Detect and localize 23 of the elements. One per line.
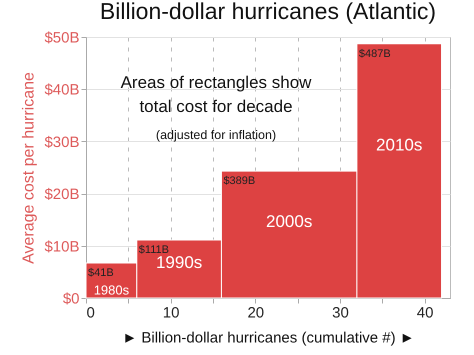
annotation: 1980s [94,282,130,298]
y-tick-label: $50B [44,30,80,46]
x-tick-label: 20 [247,304,264,322]
annotation: Areas of rectangles show [120,73,312,92]
annotation: 2000s [266,212,312,231]
annotation: $389B [223,175,256,188]
chart-title: Billion-dollar hurricanes (Atlantic) [100,0,436,24]
y-tick-label: $20B [44,186,80,204]
annotation: 2010s [376,135,422,154]
y-axis-title: Average cost per hurricane [20,72,38,264]
y-tick-label: $0 [62,290,80,308]
x-tick-label: 10 [162,304,180,322]
annotation: $41B [88,267,114,280]
annotation: total cost for decade [139,97,293,116]
y-tick-label: $40B [44,82,80,99]
y-tick-label: $30B [44,134,80,151]
x-tick-label: 30 [332,304,349,322]
annotation: $487B [358,48,391,60]
x-tick-label: 0 [86,304,95,322]
x-tick-label: 40 [416,304,434,322]
x-axis-title: ► Billion-dollar hurricanes (cumulative #) ► [122,330,415,346]
y-tick-label: $10B [44,238,80,256]
annotation: (adjusted for inflation) [156,128,276,142]
